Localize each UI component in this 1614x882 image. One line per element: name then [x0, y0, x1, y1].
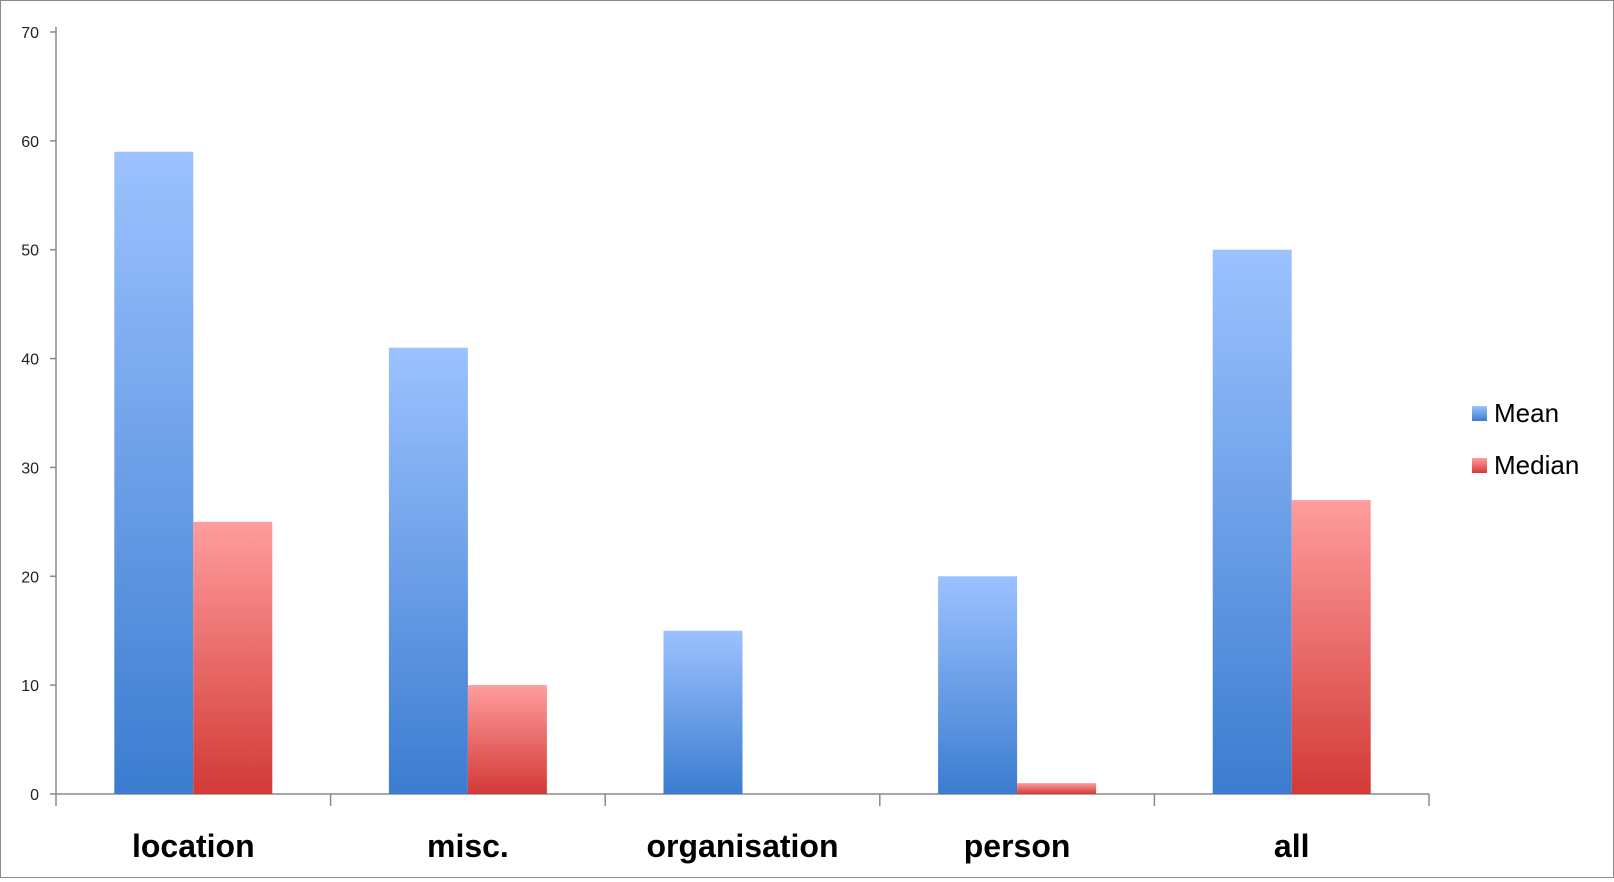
bar-mean-person: [938, 576, 1018, 794]
y-tick-label: 30: [21, 460, 39, 477]
y-tick-label: 40: [21, 352, 39, 369]
x-category-label: all: [1274, 828, 1310, 864]
legend-label-median: Median: [1494, 450, 1579, 480]
y-tick-label: 10: [21, 678, 39, 695]
x-category-label: organisation: [646, 828, 838, 864]
x-category-label: misc.: [427, 828, 509, 864]
y-tick-label: 60: [21, 134, 39, 151]
y-tick-label: 20: [21, 569, 39, 586]
bar-mean-location: [114, 151, 194, 794]
bar-mean-misc: [388, 347, 468, 794]
x-category-label: location: [132, 828, 255, 864]
y-tick-label: 50: [21, 243, 39, 260]
y-tick-label: 0: [30, 787, 39, 804]
bars: [114, 151, 1371, 794]
x-category-label: person: [964, 828, 1071, 864]
bar-mean-all: [1212, 249, 1292, 794]
bar-mean-organisation: [663, 630, 743, 794]
legend: Mean Median: [1472, 398, 1579, 480]
legend-swatch-mean: [1472, 406, 1487, 421]
bar-median-person: [1017, 783, 1097, 794]
bar-median-misc: [467, 685, 547, 794]
bar-median-all: [1291, 500, 1371, 794]
axis-labels: 0 10 20 30 40 50 60 70 location misc. organisation…: [21, 25, 1309, 864]
legend-label-mean: Mean: [1494, 398, 1559, 428]
y-tick-label: 70: [21, 25, 39, 42]
legend-swatch-median: [1472, 458, 1487, 473]
bar-median-location: [193, 521, 273, 794]
